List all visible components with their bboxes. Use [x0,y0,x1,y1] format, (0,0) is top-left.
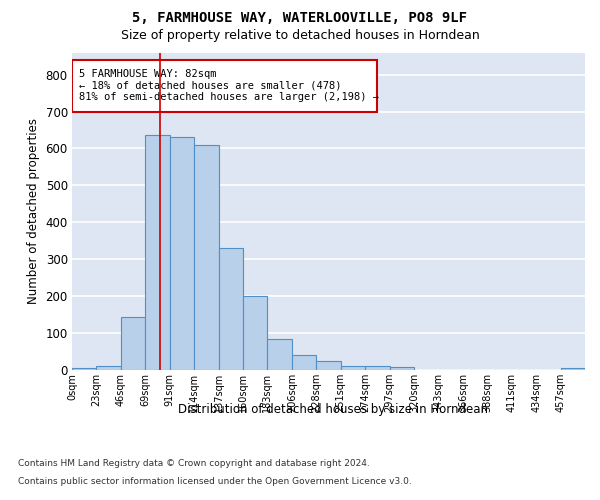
Bar [145,135,170,370]
Text: Distribution of detached houses by size in Horndean: Distribution of detached houses by size … [178,402,488,415]
Bar [316,361,341,370]
Bar [194,145,218,370]
Bar [97,366,121,370]
FancyBboxPatch shape [72,60,377,112]
Bar [218,248,243,370]
Bar [243,296,268,370]
Y-axis label: Number of detached properties: Number of detached properties [27,118,40,304]
Text: Contains HM Land Registry data © Crown copyright and database right 2024.: Contains HM Land Registry data © Crown c… [18,459,370,468]
Bar [341,366,365,370]
Bar [560,368,585,370]
Bar [170,136,194,370]
Bar [268,338,292,370]
Bar [365,366,389,370]
Text: 5, FARMHOUSE WAY, WATERLOOVILLE, PO8 9LF: 5, FARMHOUSE WAY, WATERLOOVILLE, PO8 9LF [133,11,467,25]
Text: 5 FARMHOUSE WAY: 82sqm
← 18% of detached houses are smaller (478)
81% of semi-de: 5 FARMHOUSE WAY: 82sqm ← 18% of detached… [79,69,379,102]
Bar [389,367,414,370]
Text: Contains public sector information licensed under the Open Government Licence v3: Contains public sector information licen… [18,477,412,486]
Bar [121,317,145,370]
Bar [292,355,316,370]
Text: Size of property relative to detached houses in Horndean: Size of property relative to detached ho… [121,29,479,42]
Bar [72,368,97,370]
